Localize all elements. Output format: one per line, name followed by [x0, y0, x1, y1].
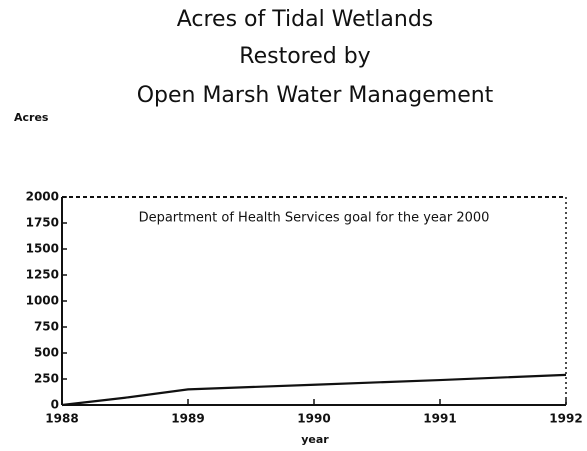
x-tick-label: 1991	[423, 412, 456, 426]
y-tick-label: 2000	[26, 190, 59, 204]
x-tick-label: 1989	[171, 412, 204, 426]
y-tick-label: 250	[34, 372, 59, 386]
y-tick-label: 500	[34, 346, 59, 360]
y-tick-label: 750	[34, 320, 59, 334]
x-tick-label: 1990	[297, 412, 330, 426]
y-tick-label: 1250	[26, 268, 59, 282]
goal-label: Department of Health Services goal for t…	[139, 211, 490, 226]
y-tick-label: 1750	[26, 216, 59, 230]
data-line	[61, 373, 567, 407]
x-tick-label: 1988	[45, 412, 78, 426]
chart-title: Restored by	[239, 44, 370, 69]
chart-title: Acres of Tidal Wetlands	[177, 7, 434, 32]
x-tick-label: 1992	[549, 412, 582, 426]
y-axis-label: Acres	[14, 111, 49, 124]
x-axis-label: year	[301, 433, 329, 446]
y-tick-label: 1500	[26, 242, 59, 256]
y-tick-label: 0	[51, 398, 59, 412]
chart-title: Open Marsh Water Management	[137, 83, 494, 108]
y-tick-label: 1000	[26, 294, 59, 308]
